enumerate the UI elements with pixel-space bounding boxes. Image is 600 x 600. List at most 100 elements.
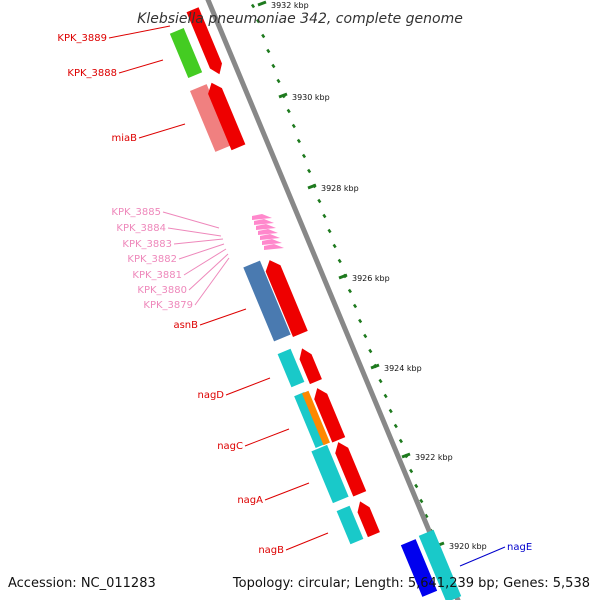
topology-text: Topology: circular; Length: 5,641,239 bp… — [232, 576, 590, 591]
gene-label-naga[interactable]: nagA — [237, 495, 263, 506]
gene-label-kpk3885[interactable]: KPK_3885 — [111, 207, 161, 218]
gene-label-kpk3881[interactable]: KPK_3881 — [132, 270, 182, 281]
ruler-dot — [337, 258, 342, 264]
cds-kpk3884[interactable] — [254, 219, 274, 225]
leader-nagd — [225, 377, 271, 396]
ruler-dot — [266, 48, 271, 54]
leader-nage — [459, 546, 506, 567]
ruler-major-tick — [307, 183, 317, 190]
ruler-dot — [271, 63, 276, 69]
gene-label-kpk3889[interactable]: KPK_3889 — [57, 33, 107, 44]
ruler-major-tick — [338, 273, 348, 280]
leader-kpk3881 — [183, 248, 227, 276]
gene-label-miab[interactable]: miaB — [111, 133, 137, 144]
cds-kpk3879[interactable] — [264, 244, 284, 250]
leader-nagb — [285, 532, 329, 551]
gene-label-nage[interactable]: nagE — [507, 542, 532, 553]
cds-nagc-cyan[interactable] — [294, 392, 326, 448]
cds-kpk3883[interactable] — [256, 224, 276, 230]
gene-label-kpk3880[interactable]: KPK_3880 — [137, 285, 187, 296]
cds-naga-left[interactable] — [311, 444, 349, 504]
gene-features — [169, 7, 462, 600]
gene-label-nagd[interactable]: nagD — [197, 390, 224, 401]
ruler-tick-label: 3926 kbp — [352, 274, 390, 283]
ruler-dot — [419, 498, 424, 504]
leader-kpk3889 — [108, 25, 171, 39]
gene-label-asnb[interactable]: asnB — [173, 320, 198, 331]
ruler-tick-label: 3932 kbp — [271, 1, 309, 10]
ruler-dot — [398, 438, 403, 444]
ruler-dot — [409, 468, 414, 474]
ruler-dot — [358, 318, 363, 324]
ruler-dot — [383, 393, 388, 399]
ruler-dot — [296, 138, 301, 144]
leader-kpk3884 — [167, 227, 222, 237]
leader-kpk3880 — [188, 253, 229, 291]
cds-asnb-left[interactable] — [243, 260, 291, 342]
cds-nagb-left[interactable] — [336, 505, 364, 545]
gene-label-kpk3888[interactable]: KPK_3888 — [67, 68, 117, 79]
leader-nagc — [244, 428, 290, 447]
gene-label-kpk3882[interactable]: KPK_3882 — [127, 254, 177, 265]
ruler-dot — [388, 408, 393, 414]
cds-kpk3880[interactable] — [262, 239, 282, 245]
gene-label-nagc[interactable]: nagC — [217, 441, 243, 452]
ruler-dot — [368, 348, 373, 354]
ruler-dot — [327, 228, 332, 234]
gene-label-nagb[interactable]: nagB — [258, 545, 284, 556]
cds-naga[interactable] — [332, 439, 367, 497]
ruler-dot — [363, 333, 368, 339]
genome-title: Klebsiella pneumoniae 342, complete geno… — [137, 11, 463, 27]
ruler-tick-label: 3922 kbp — [415, 453, 453, 462]
ruler-dot — [317, 198, 322, 204]
leader-kpk3885 — [162, 211, 220, 229]
ruler-tick-label: 3924 kbp — [384, 364, 422, 373]
cds-nagd-left[interactable] — [277, 348, 305, 388]
ruler-dot — [301, 153, 307, 159]
gene-label-kpk3883[interactable]: KPK_3883 — [122, 239, 172, 250]
leader-asnb — [199, 308, 247, 326]
cds-kpk3888[interactable] — [186, 7, 226, 77]
ruler-dot — [352, 303, 358, 309]
gene-label-kpk3884[interactable]: KPK_3884 — [116, 223, 166, 234]
gene-label-kpk3879[interactable]: KPK_3879 — [143, 300, 193, 311]
ruler-dot — [414, 483, 419, 489]
ruler-dot — [322, 213, 327, 219]
cds-asnb[interactable] — [262, 257, 308, 338]
ruler-dot — [307, 168, 312, 174]
cds-nage-cyan[interactable] — [418, 529, 462, 600]
ruler-dot — [424, 513, 429, 519]
ruler-dot — [261, 33, 266, 39]
cds-kpk3882[interactable] — [258, 229, 278, 235]
ruler-dot — [291, 123, 296, 129]
cds-nagc[interactable] — [311, 385, 346, 443]
cds-kpk3881[interactable] — [260, 234, 280, 240]
ruler-tick-label: 3928 kbp — [321, 184, 359, 193]
leader-kpk3888 — [118, 59, 164, 74]
cds-nagb[interactable] — [354, 499, 380, 538]
cds-miab-left[interactable] — [190, 84, 232, 152]
ruler-tick-label: 3930 kbp — [292, 93, 330, 102]
genome-backbone — [205, 0, 461, 600]
ruler-tick-label: 3920 kbp — [449, 542, 487, 551]
ruler-major-tick — [401, 452, 411, 459]
leader-kpk3883 — [173, 238, 224, 245]
cds-nagc-orange[interactable] — [302, 390, 330, 446]
leader-kpk3882 — [178, 243, 225, 260]
ruler-major-tick — [257, 0, 267, 7]
cds-kpk3889[interactable] — [169, 27, 203, 79]
ruler-dot — [393, 423, 398, 429]
ruler-major-tick — [370, 363, 380, 370]
cds-nage-blue[interactable] — [400, 539, 438, 597]
gene-labels: KPK_3889 KPK_3888 miaB KPK_3885 KPK_3884… — [57, 33, 532, 556]
accession-text: Accession: NC_011283 — [8, 576, 156, 591]
ruler-dot — [286, 108, 291, 114]
cds-kpk3885[interactable] — [252, 214, 272, 220]
cds-miab[interactable] — [205, 80, 246, 151]
ruler-major-tick — [278, 92, 288, 99]
ruler-dot — [347, 288, 352, 294]
ruler-dot — [276, 78, 281, 84]
ruler-dot — [378, 378, 383, 384]
cds-nagd[interactable] — [296, 346, 322, 385]
